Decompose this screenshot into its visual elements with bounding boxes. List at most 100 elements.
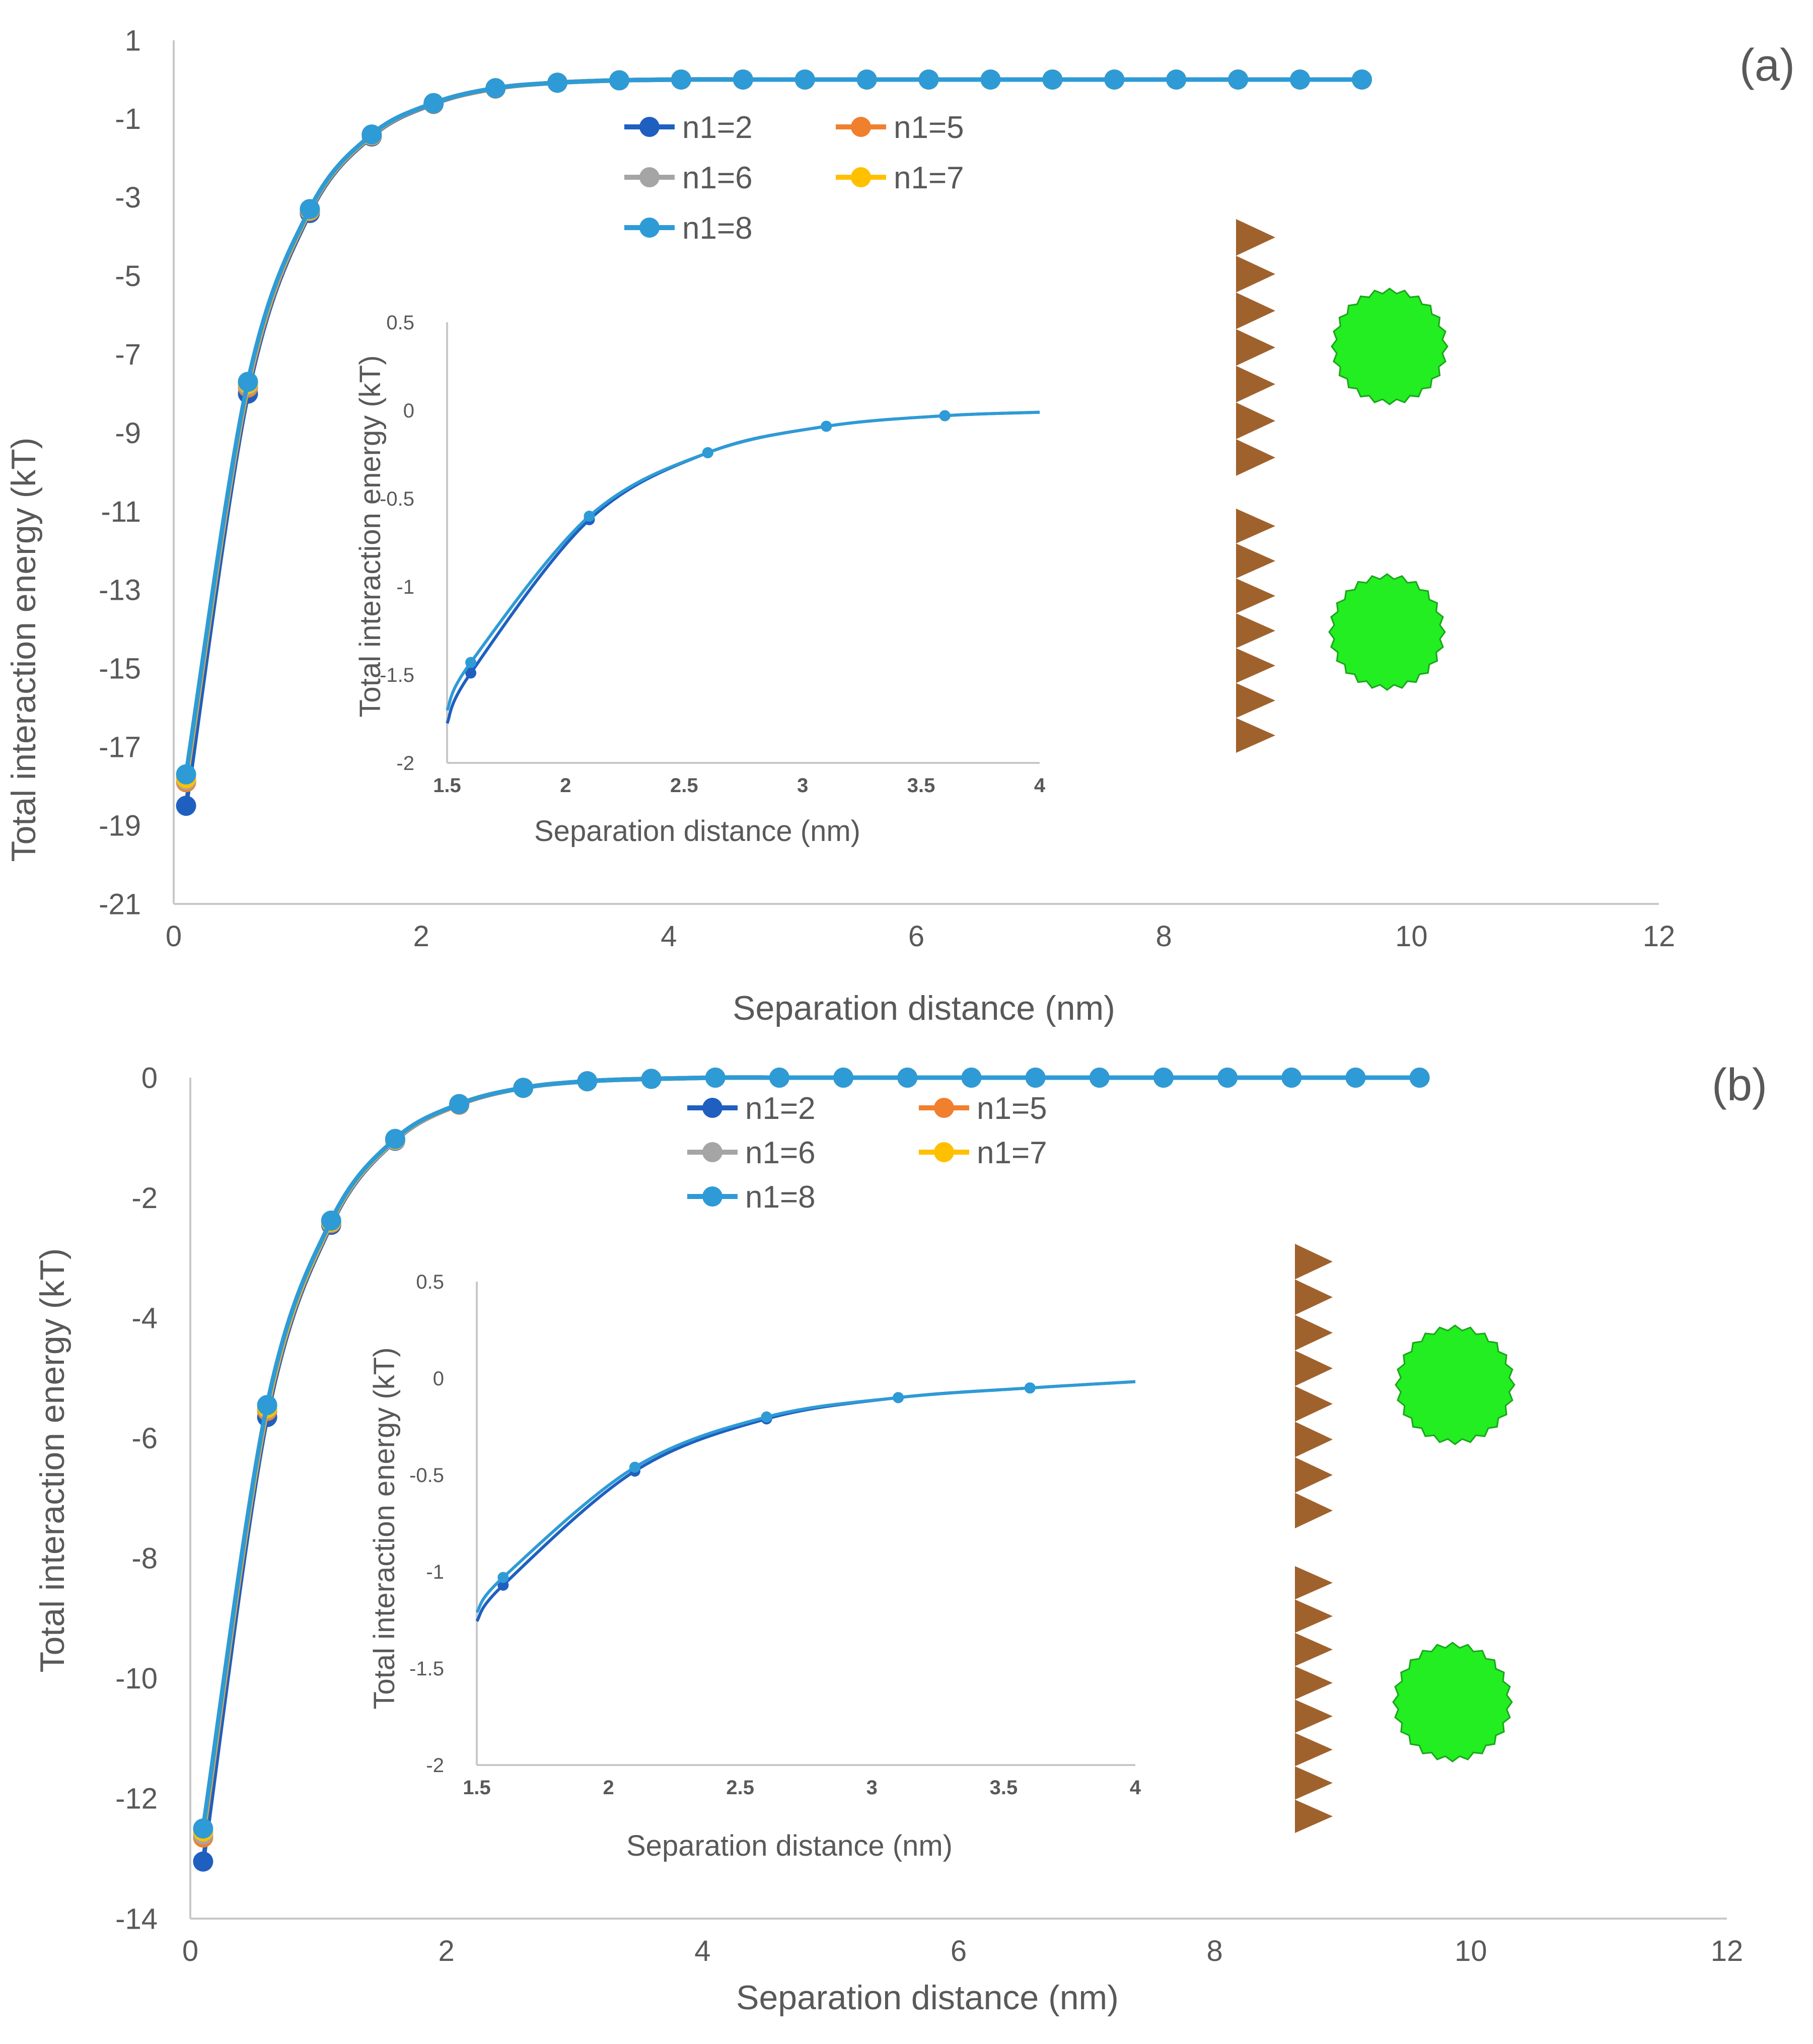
y-tick-label: -5 [115,260,141,293]
x-tick-label: 2 [413,920,429,953]
y-tick-label: -14 [115,1902,158,1935]
particle-icon [1392,1642,1513,1763]
data-point-n18 [321,1210,341,1231]
panel-label: (b) [1712,1060,1767,1110]
legend-label: n1=8 [682,211,753,246]
rough-surface-icon [1295,1566,1333,1833]
y-tick-label: -2 [396,752,414,774]
y-tick-label: -10 [115,1662,158,1695]
y-tick-label: -15 [99,653,141,685]
panel-label: (a) [1739,40,1795,91]
x-tick-label: 2 [603,1777,614,1799]
data-point-n18 [1281,1068,1302,1088]
legend-marker [639,167,660,187]
data-point-n18 [939,410,951,421]
legend-item-n17: n1=7 [836,161,964,195]
data-point-n18 [794,69,815,90]
x-tick-label: 4 [694,1935,710,1967]
data-point-n18 [629,1461,640,1473]
x-tick-label: 3.5 [990,1777,1018,1799]
particle-icon [1331,288,1448,405]
data-point-n18 [1228,69,1249,90]
inset-b: 0.5 0 -0.5 -1 -1.5 -2 1.5 2 2.5 3 3.5 4 Separation d… [368,1271,1141,1862]
x-tick-label: 4 [1130,1777,1141,1799]
x-tick-label: 0 [182,1935,198,1967]
series-line-n18 [200,1075,1420,1829]
y-tick-label: 0 [403,400,414,422]
data-point-n18 [1104,69,1125,90]
y-tick-label: -19 [99,809,141,842]
data-point-n18 [513,1078,534,1098]
data-point-n12 [465,667,477,679]
legend-item-n18: n1=8 [624,211,753,246]
data-point-n18 [856,69,877,90]
x-tick-label: 10 [1455,1935,1487,1967]
data-point-n18 [584,511,595,522]
legend-label: n1=8 [745,1180,816,1215]
legend-label: n1=6 [745,1136,816,1170]
x-tick-label: 2 [560,774,571,797]
x-axis-title: Separation distance (nm) [733,989,1115,1027]
data-point-n18 [609,70,629,91]
data-point-n18 [733,69,753,90]
data-point-n18 [702,447,713,458]
x-tick-label: 3 [866,1777,878,1799]
data-point-n18 [547,73,568,93]
y-axis-title: Total interaction energy (kT) [354,356,387,718]
legend-marker [851,117,871,137]
legend-label: n1=5 [977,1091,1047,1126]
x-tick-label: 6 [951,1935,967,1967]
x-tick-label: 1.5 [463,1777,491,1799]
legend-label: n1=5 [894,110,964,145]
y-tick-label: -1 [396,576,414,598]
y-tick-label: -12 [115,1783,158,1815]
data-point-n18 [300,199,320,220]
data-point-n18 [1024,1382,1036,1394]
legend-marker [702,1186,722,1207]
legend-item-n12: n1=2 [624,110,753,145]
data-point-n18 [465,657,477,668]
y-tick-label: 1 [125,24,141,57]
y-axis-title: Total interaction energy (kT) [33,1248,71,1673]
data-point-n18 [497,1572,509,1583]
y-tick-label: -1 [115,103,141,135]
data-point-n18 [176,764,196,785]
legend-item-n15: n1=5 [836,110,964,145]
x-tick-label: 0 [166,920,182,953]
data-point-n18 [821,420,832,432]
legend-marker [934,1098,954,1118]
particle-icon [1395,1324,1515,1445]
y-tick-label: -9 [115,417,141,450]
series-line-n18 [184,77,1362,775]
x-tick-label: 3 [797,774,808,797]
legend-marker [934,1142,954,1162]
y-tick-label: 0.5 [386,312,414,334]
legend-label: n1=2 [745,1091,816,1126]
legend-item-n16: n1=6 [624,161,753,195]
legend-marker [702,1098,722,1118]
y-tick-label: -1.5 [380,664,414,686]
legend-marker [639,218,660,238]
y-axis-title: Total interaction energy (kT) [368,1348,401,1710]
x-tick-label: 3.5 [907,774,935,797]
x-tick-label: 10 [1395,920,1428,953]
data-point-n12 [176,796,196,816]
data-point-n18 [1166,69,1187,90]
data-point-n18 [449,1094,470,1114]
legend-item-n16: n1=6 [687,1136,816,1170]
data-point-n18 [961,1068,982,1088]
data-point-n18 [423,93,444,113]
x-tick-label: 4 [1034,774,1046,797]
x-tick-label: 2.5 [670,774,698,797]
x-tick-label: 12 [1711,1935,1744,1967]
y-tick-label: -8 [131,1542,158,1575]
legend-label: n1=7 [977,1136,1047,1170]
data-point-n18 [577,1071,598,1092]
y-tick-label: -17 [99,731,141,763]
rough-surface-icon [1295,1244,1333,1528]
data-point-n18 [257,1395,277,1416]
y-tick-label: -21 [99,888,141,921]
legend-item-n15: n1=5 [919,1091,1047,1126]
x-tick-label: 2 [439,1935,455,1967]
